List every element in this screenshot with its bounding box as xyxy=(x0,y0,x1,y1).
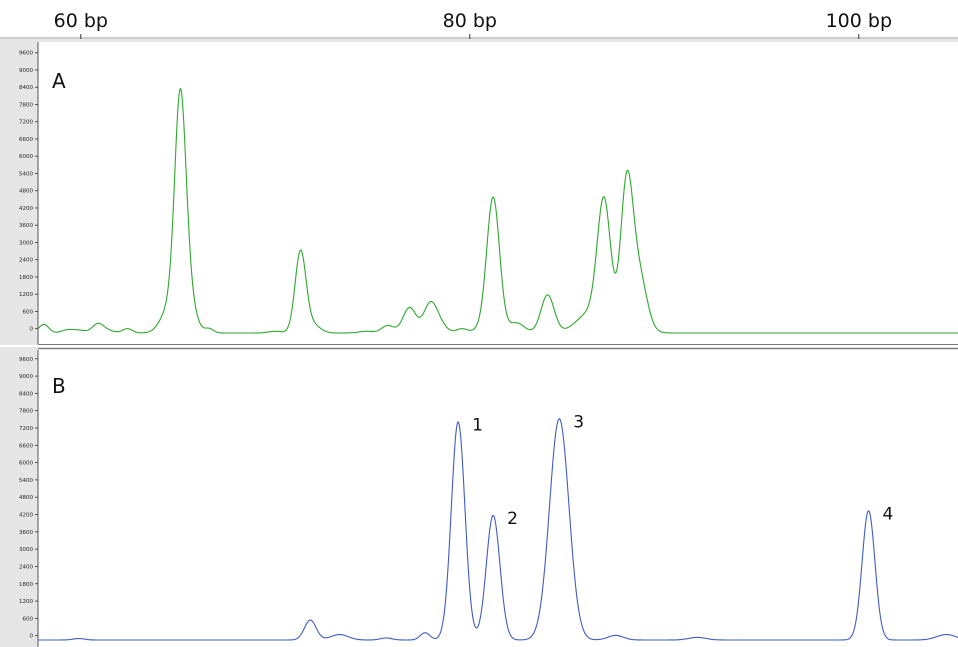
panel-letter: B xyxy=(52,374,66,398)
y-tick-label: 7200 xyxy=(19,426,33,432)
panel-b-trace xyxy=(37,418,958,641)
y-tick-label: 3000 xyxy=(19,547,33,553)
y-tick-label: 600 xyxy=(23,309,34,315)
y-tick-label: 9000 xyxy=(19,68,33,74)
y-tick-label: 1800 xyxy=(19,582,33,588)
y-tick-label: 9600 xyxy=(19,51,33,57)
panel-a: 0 600 1200 1800 2400 3000 3600 4200 4800 5400 6000… xyxy=(19,51,958,334)
peak-label: 1 xyxy=(472,416,483,436)
y-tick-label: 4200 xyxy=(19,513,33,519)
panel-a-frame xyxy=(0,39,958,345)
y-tick-label: 5400 xyxy=(19,171,33,177)
panel-b-frame xyxy=(0,347,958,647)
y-tick-label: 4200 xyxy=(19,206,33,212)
y-tick-label: 9600 xyxy=(19,357,33,363)
ruler-tick-label: 100 bp xyxy=(826,10,892,32)
ruler-ticks: 60 bp 80 bp 100 bp xyxy=(54,10,892,42)
bp-ruler: 60 bp 80 bp 100 bp xyxy=(0,10,958,42)
y-tick-label: 600 xyxy=(23,616,34,622)
y-tick-label: 7800 xyxy=(19,409,33,415)
y-tick-label: 4800 xyxy=(19,495,33,501)
y-tick-label: 7800 xyxy=(19,102,33,108)
peak-label: 2 xyxy=(507,509,518,529)
panel-b: 0 600 1200 1800 2400 3000 3600 4200 4800 5400 6000… xyxy=(19,357,958,641)
y-tick-label: 0 xyxy=(30,327,34,333)
y-tick-label: 6000 xyxy=(19,154,33,160)
panel-a-plot-area xyxy=(38,42,958,344)
y-tick-label: 1200 xyxy=(19,292,33,298)
y-tick-label: 8400 xyxy=(19,391,33,397)
y-tick-label: 3000 xyxy=(19,240,33,246)
y-tick-label: 9000 xyxy=(19,374,33,380)
y-tick-label: 2400 xyxy=(19,564,33,570)
panel-b-plot-area xyxy=(38,350,958,647)
ruler-tick-label: 80 bp xyxy=(443,10,497,32)
y-tick-label: 6600 xyxy=(19,443,33,449)
y-tick-label: 6600 xyxy=(19,137,33,143)
y-tick-label: 0 xyxy=(30,634,34,640)
panel-a-trace xyxy=(37,88,958,334)
y-tick-label: 3600 xyxy=(19,223,33,229)
y-tick-label: 6000 xyxy=(19,461,33,467)
y-tick-label: 7200 xyxy=(19,120,33,126)
y-tick-label: 8400 xyxy=(19,85,33,91)
y-tick-label: 1800 xyxy=(19,275,33,281)
peak-label: 4 xyxy=(883,504,894,524)
y-tick-label: 5400 xyxy=(19,478,33,484)
peak-label: 3 xyxy=(573,412,584,432)
y-tick-label: 1200 xyxy=(19,599,33,605)
y-tick-label: 4800 xyxy=(19,189,33,195)
panel-letter: A xyxy=(52,69,66,93)
ruler-tick-label: 60 bp xyxy=(54,10,108,32)
y-tick-label: 2400 xyxy=(19,258,33,264)
y-tick-label: 3600 xyxy=(19,530,33,536)
